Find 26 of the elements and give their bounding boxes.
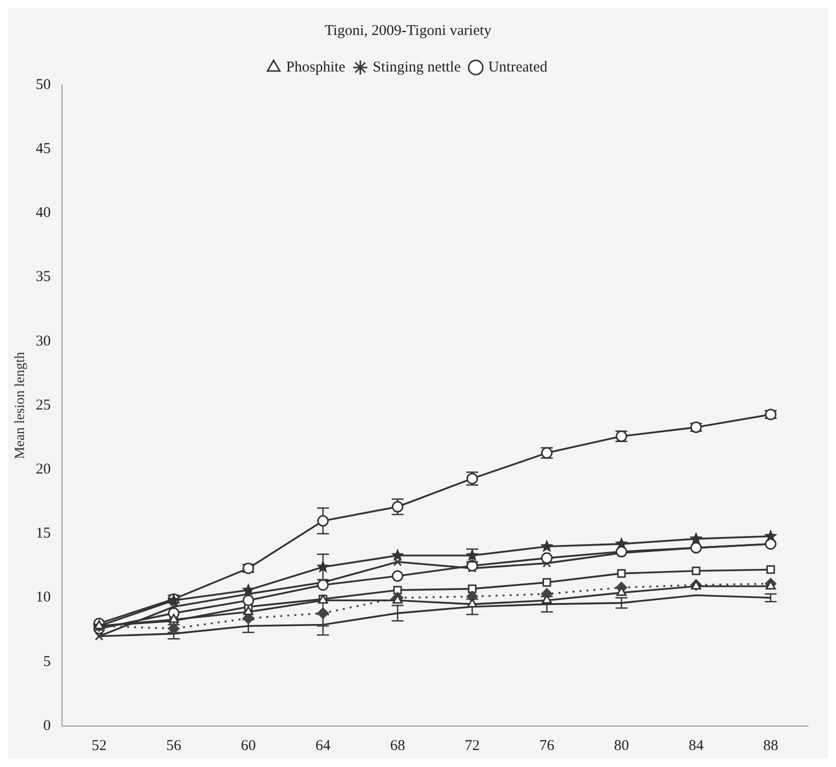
y-tick-label: 30 bbox=[36, 333, 51, 350]
y-tick-label: 40 bbox=[36, 205, 51, 222]
legend-label: Phosphite bbox=[286, 59, 346, 76]
y-tick-label: 35 bbox=[36, 269, 51, 286]
x-tick-label: 60 bbox=[240, 738, 256, 754]
y-tick-label: 15 bbox=[36, 526, 51, 542]
x-tick-label: 56 bbox=[166, 738, 182, 754]
legend-label: Untreated bbox=[488, 59, 548, 76]
y-tick-label: 0 bbox=[43, 718, 51, 734]
x-tick-label: 84 bbox=[688, 738, 704, 754]
y-tick-label: 50 bbox=[36, 76, 51, 93]
y-tick-label: 45 bbox=[36, 141, 51, 158]
y-tick-label: 20 bbox=[36, 462, 51, 478]
x-tick-label: 52 bbox=[92, 738, 107, 754]
y-tick-label: 10 bbox=[36, 590, 51, 606]
x-tick-label: 72 bbox=[464, 738, 480, 754]
x-tick-label: 64 bbox=[315, 738, 331, 754]
y-tick-label: 25 bbox=[36, 397, 51, 414]
x-tick-label: 80 bbox=[614, 738, 629, 754]
legend-label: Stinging nettle bbox=[372, 59, 462, 76]
x-tick-label: 76 bbox=[539, 738, 555, 754]
x-tick-label: 68 bbox=[390, 738, 406, 754]
y-axis-title: Mean lesion length bbox=[13, 352, 28, 460]
y-tick-label: 5 bbox=[43, 654, 51, 670]
chart-title: Tigoni, 2009-Tigoni variety bbox=[324, 22, 492, 39]
x-tick-label: 88 bbox=[763, 738, 778, 754]
